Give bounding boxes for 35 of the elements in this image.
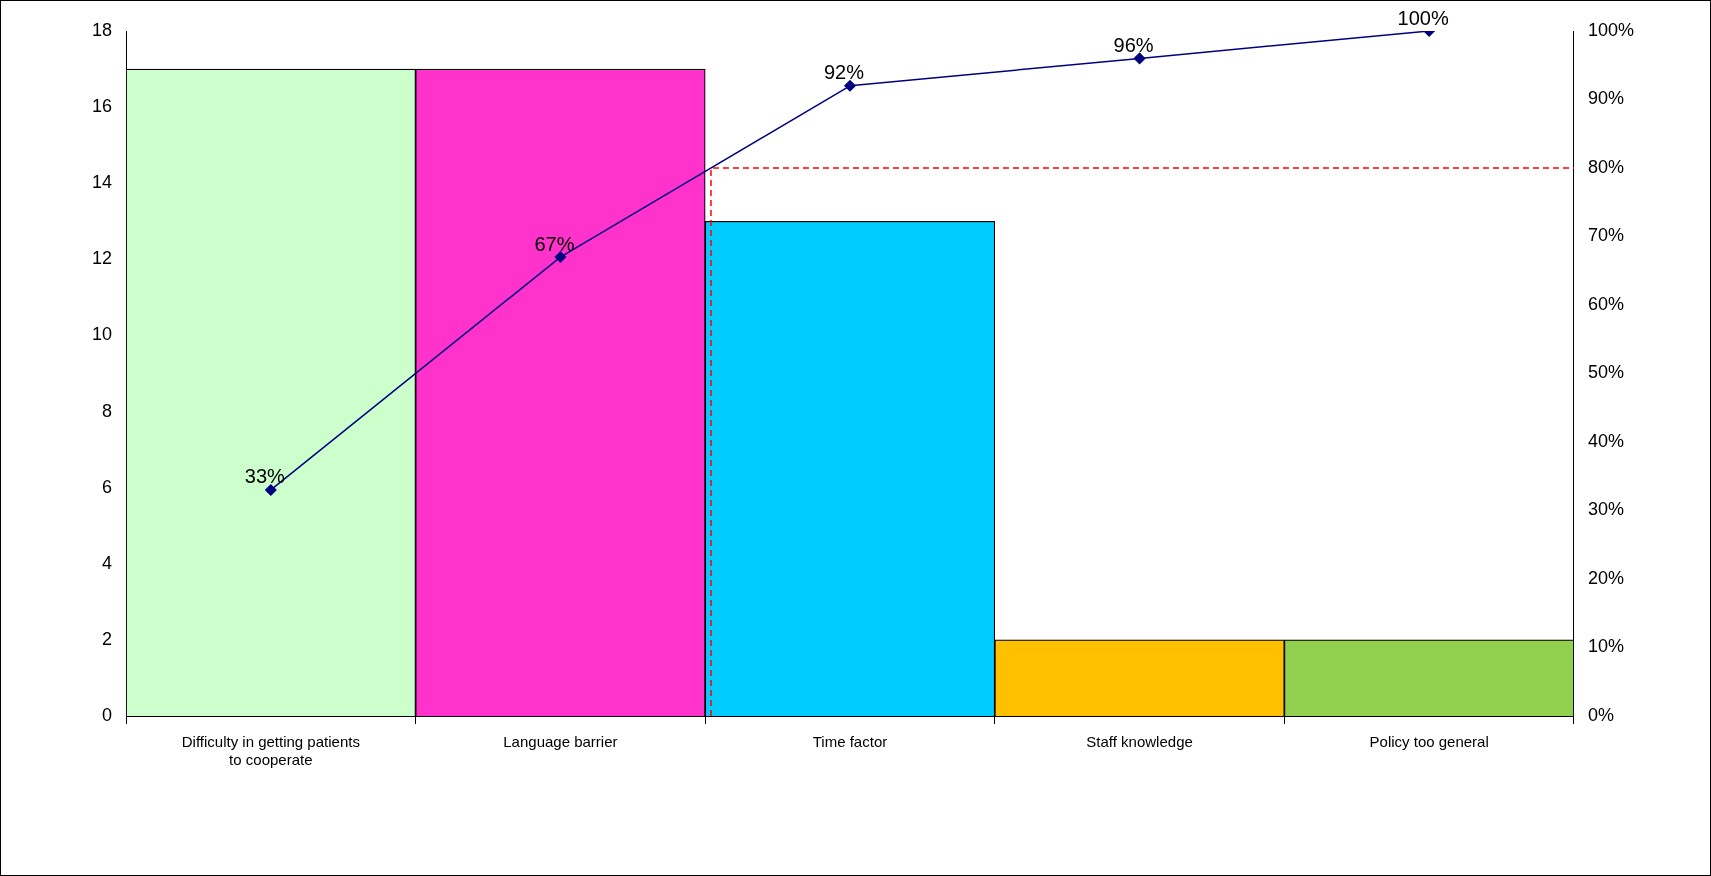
y2-tick-label: 10% — [1587, 636, 1624, 657]
y-tick-label: 18 — [91, 19, 113, 40]
y-tick-label: 10 — [91, 324, 113, 345]
y2-tick-label: 90% — [1587, 88, 1624, 109]
data-label: 92% — [823, 61, 865, 84]
y2-tick-label: 40% — [1587, 430, 1624, 451]
x-tick-label: Difficulty in getting patients to cooperate — [181, 733, 360, 769]
point — [844, 80, 856, 92]
y2-tick-label: 50% — [1587, 362, 1624, 383]
data-label: 67% — [534, 232, 575, 255]
y-tick-label: 6 — [102, 476, 113, 497]
point — [554, 251, 567, 263]
point — [1133, 52, 1146, 65]
x-tick-label: Time factor — [812, 733, 888, 751]
x-tick-label: Staff knowledge — [1086, 733, 1193, 751]
y-tick-label: 14 — [91, 172, 113, 193]
x-tick-label: Policy too general — [1369, 733, 1489, 751]
y2-tick-label: 80% — [1587, 156, 1624, 177]
y-tick-label: 12 — [91, 248, 113, 269]
y-tick-label: 16 — [91, 96, 113, 117]
y2-tick-label: 20% — [1587, 567, 1624, 588]
data-label: 33% — [244, 465, 286, 488]
y2-tick-label: 60% — [1587, 293, 1624, 314]
y-tick-label: 8 — [102, 400, 113, 421]
y2-tick-label: 70% — [1587, 225, 1624, 246]
y2-tick-label: 0% — [1587, 704, 1614, 725]
point — [265, 484, 277, 496]
data-label: 96% — [1113, 33, 1154, 56]
data-label: 100% — [1397, 6, 1449, 29]
y-tick-label: 4 — [102, 552, 113, 573]
y-tick-label: 2 — [102, 628, 113, 649]
y2-tick-label: 100% — [1587, 19, 1635, 40]
x-tick-label: Language barrier — [503, 733, 618, 751]
y2-tick-label: 30% — [1587, 499, 1624, 520]
y-tick-label: 0 — [102, 704, 113, 725]
